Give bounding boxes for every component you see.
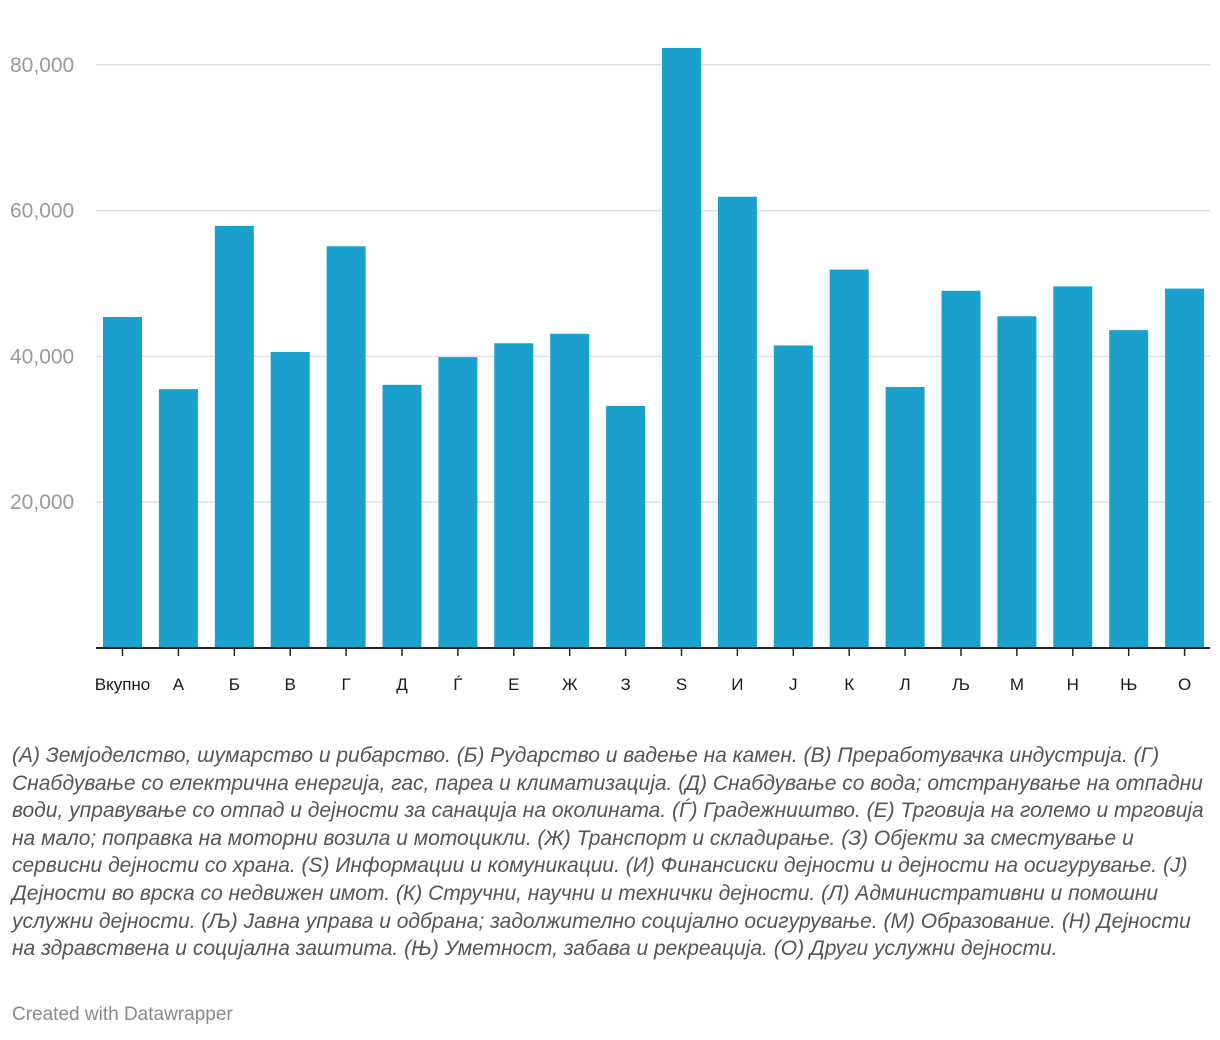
bar: [438, 357, 478, 648]
bar: [941, 290, 981, 648]
bar: [1053, 286, 1093, 648]
bar: [382, 384, 422, 648]
x-tick-label: Б: [229, 675, 240, 694]
bar: [885, 387, 925, 648]
x-tick-label: Г: [341, 675, 350, 694]
y-tick-label: 20,000: [10, 491, 74, 514]
bar: [773, 345, 813, 648]
x-tick-label: З: [620, 675, 630, 694]
bar: [829, 269, 869, 648]
x-tick-label: Ж: [562, 675, 578, 694]
x-tick-label: Ѓ: [453, 675, 462, 694]
x-tick-label: Ј: [789, 675, 798, 694]
x-tick-label: В: [285, 675, 296, 694]
x-tick-label: А: [173, 675, 185, 694]
bar: [103, 317, 142, 648]
x-tick-label: Е: [508, 675, 519, 694]
bar-chart: 20,000 40,000 60,000 80,000 Вкупно А Б В Г Д Ѓ Е Ж З…: [10, 48, 1210, 694]
bar: [606, 405, 646, 648]
bar: [494, 343, 534, 648]
bar: [1109, 330, 1149, 648]
datawrapper-credit: Created with Datawrapper: [12, 1004, 233, 1025]
bar: [158, 389, 198, 648]
x-tick-label: Л: [900, 675, 911, 694]
x-tick-label: И: [731, 675, 743, 694]
gridlines: [96, 64, 1210, 503]
category-legend-note: (А) Земјоделство, шумарство и рибарство.…: [12, 744, 1204, 961]
bar: [270, 352, 310, 648]
bar: [997, 316, 1037, 648]
y-axis-ticks: 20,000 40,000 60,000 80,000: [10, 54, 74, 514]
x-tick-label: М: [1010, 675, 1024, 694]
x-tick-label: Љ: [952, 675, 970, 694]
bar: [717, 196, 757, 648]
bar: [1165, 288, 1205, 648]
bar: [550, 333, 590, 648]
x-tick-label: К: [844, 675, 854, 694]
bar: [662, 48, 701, 648]
bars: [103, 48, 1205, 649]
y-tick-label: 40,000: [10, 345, 74, 368]
x-tick-label: S: [676, 675, 687, 694]
x-tick-label: Вкупно: [95, 675, 151, 694]
bar: [214, 225, 254, 648]
x-tick-label: Њ: [1120, 675, 1137, 694]
x-tick-label: Н: [1067, 675, 1079, 694]
x-tick-label: Д: [396, 675, 408, 694]
bar: [326, 246, 366, 649]
x-axis-ticks: Вкупно А Б В Г Д Ѓ Е Ж З S И Ј К Л Љ М Н Њ О: [95, 648, 1191, 694]
y-tick-label: 80,000: [10, 54, 74, 77]
x-tick-label: О: [1178, 675, 1191, 694]
y-tick-label: 60,000: [10, 200, 74, 223]
